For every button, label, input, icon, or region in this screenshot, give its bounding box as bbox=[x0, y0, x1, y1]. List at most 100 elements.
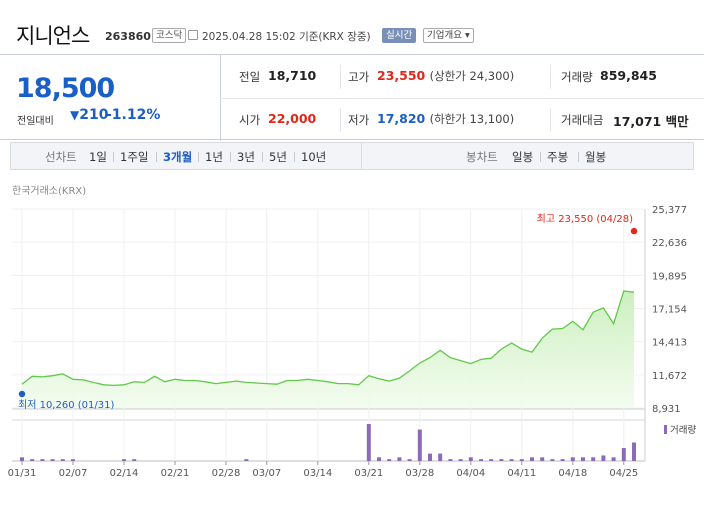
volume-bar bbox=[132, 459, 137, 461]
market-badge: 코스닥 bbox=[152, 28, 187, 43]
exchange-label: 한국거래소(KRX) bbox=[12, 186, 87, 197]
x-tick-label: 03/28 bbox=[405, 468, 434, 479]
x-tick-label: 03/21 bbox=[354, 468, 383, 479]
low-marker bbox=[18, 390, 26, 398]
volume-bar bbox=[458, 459, 463, 461]
price-line bbox=[21, 290, 635, 387]
volume-bar bbox=[438, 453, 443, 461]
volume-bar bbox=[397, 457, 402, 461]
x-tick-label: 02/28 bbox=[212, 468, 241, 479]
change-percent: -1.12% bbox=[106, 107, 161, 123]
change-label: 전일대비 bbox=[17, 116, 54, 127]
volume-bar bbox=[550, 459, 555, 461]
x-tick-label: 02/07 bbox=[59, 468, 88, 479]
volume-bar bbox=[377, 457, 381, 461]
volume-bar bbox=[448, 459, 453, 461]
volume-bar bbox=[621, 448, 626, 461]
candle-tab-1[interactable]: 주봉 bbox=[547, 150, 569, 164]
volume-bar bbox=[387, 459, 392, 461]
high-label: 최고 23,550 (04/28) bbox=[537, 213, 633, 225]
line-chart-label: 선차트 bbox=[45, 150, 77, 164]
volume-bar bbox=[20, 457, 24, 461]
x-tick-label: 02/21 bbox=[161, 468, 190, 479]
volume-bar bbox=[632, 442, 636, 461]
volume-bar bbox=[530, 457, 534, 461]
volume-legend-label: 거래량 bbox=[670, 424, 696, 436]
y-tick-label: 14,413 bbox=[652, 338, 687, 349]
period-tab-3[interactable]: 1년 bbox=[205, 150, 223, 164]
candle-tab-2[interactable]: 월봉 bbox=[585, 150, 607, 164]
y-tick-label: 17,154 bbox=[652, 305, 687, 316]
low-value: 17,820 (하한가 13,100) bbox=[377, 111, 515, 126]
x-tick-label: 03/14 bbox=[303, 468, 332, 479]
low-label: 저가 bbox=[348, 113, 370, 127]
amount-label: 거래대금 bbox=[561, 113, 604, 127]
volume-bar bbox=[407, 459, 412, 461]
period-tab-0[interactable]: 1일 bbox=[89, 150, 107, 164]
volume-bar bbox=[509, 459, 514, 461]
volume-label: 거래량 bbox=[561, 70, 593, 84]
high-label: 고가 bbox=[348, 70, 370, 84]
current-price: 18,500 bbox=[16, 73, 115, 104]
x-tick-label: 04/04 bbox=[456, 468, 485, 479]
x-tick-label: 04/25 bbox=[609, 468, 638, 479]
period-tab-6[interactable]: 10년 bbox=[301, 150, 327, 164]
volume-bar bbox=[50, 459, 55, 461]
volume-bar bbox=[540, 457, 545, 461]
volume-value: 859,845 bbox=[600, 68, 657, 83]
x-tick-label: 01/31 bbox=[8, 468, 37, 479]
down-arrow-icon: ▼ bbox=[70, 108, 80, 122]
volume-legend-swatch bbox=[664, 425, 667, 434]
y-tick-label: 8,931 bbox=[652, 404, 681, 415]
open-value: 22,000 bbox=[268, 111, 317, 126]
volume-bar bbox=[479, 459, 483, 461]
volume-bar bbox=[519, 459, 524, 461]
period-tab-5[interactable]: 5년 bbox=[269, 150, 287, 164]
prev-close-label: 전일 bbox=[239, 70, 261, 84]
y-tick-label: 22,636 bbox=[652, 238, 687, 249]
volume-bar bbox=[71, 459, 75, 461]
volume-bar bbox=[581, 457, 585, 461]
candle-tab-0[interactable]: 일봉 bbox=[512, 150, 534, 164]
high-marker bbox=[630, 227, 638, 235]
quote-datetime: 2025.04.28 15:02 기준(KRX 장중) bbox=[202, 31, 371, 43]
volume-bar bbox=[122, 459, 126, 461]
calendar-icon bbox=[188, 30, 198, 40]
upper-limit: (상한가 24,300) bbox=[429, 69, 515, 83]
x-tick-label: 02/14 bbox=[110, 468, 139, 479]
stock-name: 지니언스 bbox=[16, 24, 90, 48]
quote-panel: 18,500 전일대비 ▼210 -1.12% 전일 18,710 고가 23,… bbox=[0, 54, 704, 141]
price-area bbox=[22, 291, 634, 408]
stock-code: 263860 bbox=[105, 30, 151, 43]
open-label: 시가 bbox=[239, 113, 261, 127]
x-tick-label: 04/18 bbox=[558, 468, 587, 479]
volume-bar bbox=[40, 459, 45, 461]
volume-bar bbox=[499, 459, 504, 461]
volume-bar bbox=[244, 459, 249, 461]
prev-close-value: 18,710 bbox=[268, 68, 317, 83]
stock-header: 지니언스 263860 코스닥 2025.04.28 15:02 기준(KRX … bbox=[0, 0, 704, 54]
candle-chart-label: 봉차트 bbox=[466, 150, 498, 164]
volume-bar bbox=[570, 457, 575, 461]
period-tab-4[interactable]: 3년 bbox=[237, 150, 255, 164]
y-tick-label: 25,377 bbox=[652, 205, 687, 216]
low-label: 최저 10,260 (01/31) bbox=[18, 399, 114, 411]
volume-bar bbox=[489, 459, 494, 461]
volume-bar bbox=[366, 424, 371, 461]
company-overview-button[interactable]: 기업개요 ▾ bbox=[423, 28, 474, 43]
volume-bar bbox=[591, 457, 596, 461]
period-tab-2[interactable]: 3개월 bbox=[163, 150, 193, 164]
amount-value: 17,071 백만 bbox=[613, 114, 689, 129]
y-tick-label: 19,895 bbox=[652, 271, 687, 282]
volume-bar bbox=[60, 459, 65, 461]
realtime-button[interactable]: 실시간 bbox=[382, 28, 417, 43]
high-value: 23,550 (상한가 24,300) bbox=[377, 68, 515, 83]
lower-limit: (하한가 13,100) bbox=[429, 112, 515, 126]
volume-bar bbox=[611, 457, 616, 461]
volume-bar bbox=[417, 429, 422, 461]
x-tick-label: 03/07 bbox=[252, 468, 281, 479]
y-tick-label: 11,672 bbox=[652, 371, 687, 382]
change-value: ▼210 bbox=[70, 107, 109, 123]
volume-bar bbox=[560, 459, 565, 461]
period-tab-1[interactable]: 1주일 bbox=[120, 150, 149, 164]
